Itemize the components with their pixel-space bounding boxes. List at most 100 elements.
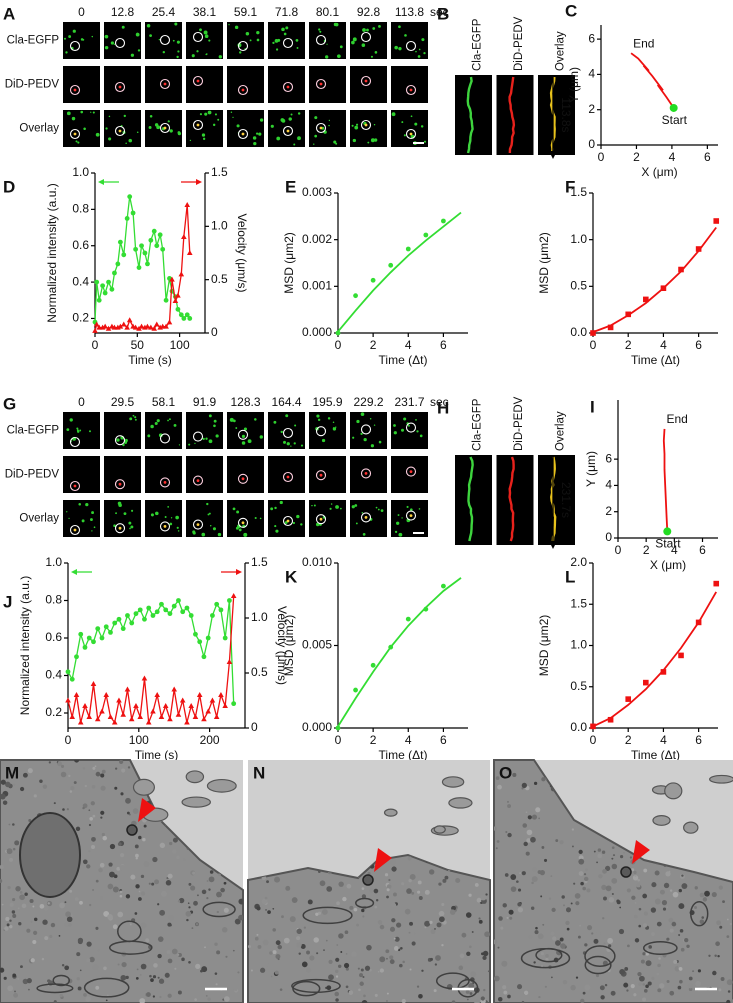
granule — [128, 813, 131, 816]
speckle — [155, 511, 159, 516]
speckle — [378, 440, 382, 444]
vesicle — [664, 782, 683, 800]
series-line — [67, 599, 235, 704]
y-tick-label: 1.0 — [570, 638, 587, 652]
granule — [89, 956, 95, 963]
speckle — [318, 28, 321, 31]
data-point — [160, 246, 166, 252]
granule — [678, 934, 681, 937]
granule — [169, 841, 173, 846]
data-point — [127, 194, 133, 200]
speckle — [396, 521, 400, 525]
speckle — [288, 117, 292, 121]
data-point — [130, 210, 136, 216]
time-label: 128.3 — [230, 395, 260, 409]
granule — [444, 875, 449, 880]
granule — [307, 899, 313, 905]
granule — [254, 936, 259, 941]
data-point — [124, 324, 130, 330]
granule — [516, 880, 519, 883]
data-point — [201, 716, 207, 722]
y2-tick-label: 0 — [211, 325, 218, 339]
granule — [384, 873, 389, 877]
end-label: End — [633, 36, 654, 50]
granule — [91, 836, 96, 842]
data-point — [124, 686, 131, 692]
track-circle — [282, 37, 294, 49]
y-tick-label: 1.5 — [570, 185, 587, 199]
granule — [552, 936, 557, 941]
granule — [719, 925, 723, 929]
granule — [353, 907, 358, 912]
granule — [619, 855, 624, 859]
granule — [408, 931, 411, 934]
granule — [151, 882, 155, 886]
speckle — [154, 421, 158, 426]
granule — [27, 768, 33, 774]
speckle — [297, 136, 301, 141]
granule — [642, 893, 648, 899]
organelle — [520, 948, 571, 969]
granule — [346, 883, 352, 889]
granule — [77, 937, 84, 944]
granule — [238, 898, 243, 905]
granule — [209, 870, 214, 874]
granule — [200, 969, 203, 973]
granule — [708, 954, 711, 957]
data-point — [125, 613, 130, 618]
granule — [86, 864, 91, 869]
y2-tick-label: 0 — [251, 720, 258, 734]
granule — [716, 920, 722, 926]
granule — [642, 983, 646, 986]
speckle — [328, 119, 331, 122]
granule — [393, 946, 399, 951]
granule — [390, 859, 396, 866]
granule — [657, 988, 662, 993]
granule — [498, 916, 503, 921]
granule — [82, 767, 86, 770]
granule — [373, 888, 379, 894]
granule — [323, 949, 325, 951]
granule — [692, 970, 695, 973]
virus-dot — [364, 79, 368, 83]
granule — [195, 922, 199, 926]
image-cell — [227, 66, 264, 103]
granule — [642, 923, 648, 928]
speckle — [297, 112, 301, 115]
granule — [89, 903, 92, 907]
granule — [296, 936, 301, 941]
granule — [651, 882, 657, 888]
data-point — [218, 692, 224, 697]
granule — [469, 992, 473, 995]
granule — [574, 893, 581, 899]
data-point — [159, 601, 164, 607]
track-circle — [360, 468, 372, 479]
vesicle — [206, 778, 237, 793]
speckle — [230, 111, 233, 113]
speckle — [417, 55, 421, 58]
virus-dot — [196, 523, 200, 526]
granule — [402, 960, 405, 964]
granule — [140, 891, 146, 896]
speckle — [208, 39, 211, 42]
granule — [523, 841, 528, 847]
granule — [150, 978, 154, 982]
series-line — [67, 595, 235, 725]
granule — [88, 850, 91, 853]
granule — [379, 956, 386, 963]
granule — [507, 994, 511, 999]
y2-tick-label: 0.5 — [251, 665, 268, 679]
speckle — [169, 522, 173, 526]
data-point — [209, 697, 216, 703]
granule — [65, 911, 71, 918]
granule — [637, 972, 642, 977]
speckle — [81, 519, 85, 523]
speckle — [205, 437, 208, 440]
granule — [659, 889, 665, 895]
speckle — [149, 34, 152, 37]
speckle — [274, 506, 277, 510]
speckle — [403, 417, 407, 421]
y-tick-label: 1.0 — [72, 165, 89, 179]
granule — [575, 976, 579, 979]
time-label: 25.4 — [152, 5, 176, 19]
